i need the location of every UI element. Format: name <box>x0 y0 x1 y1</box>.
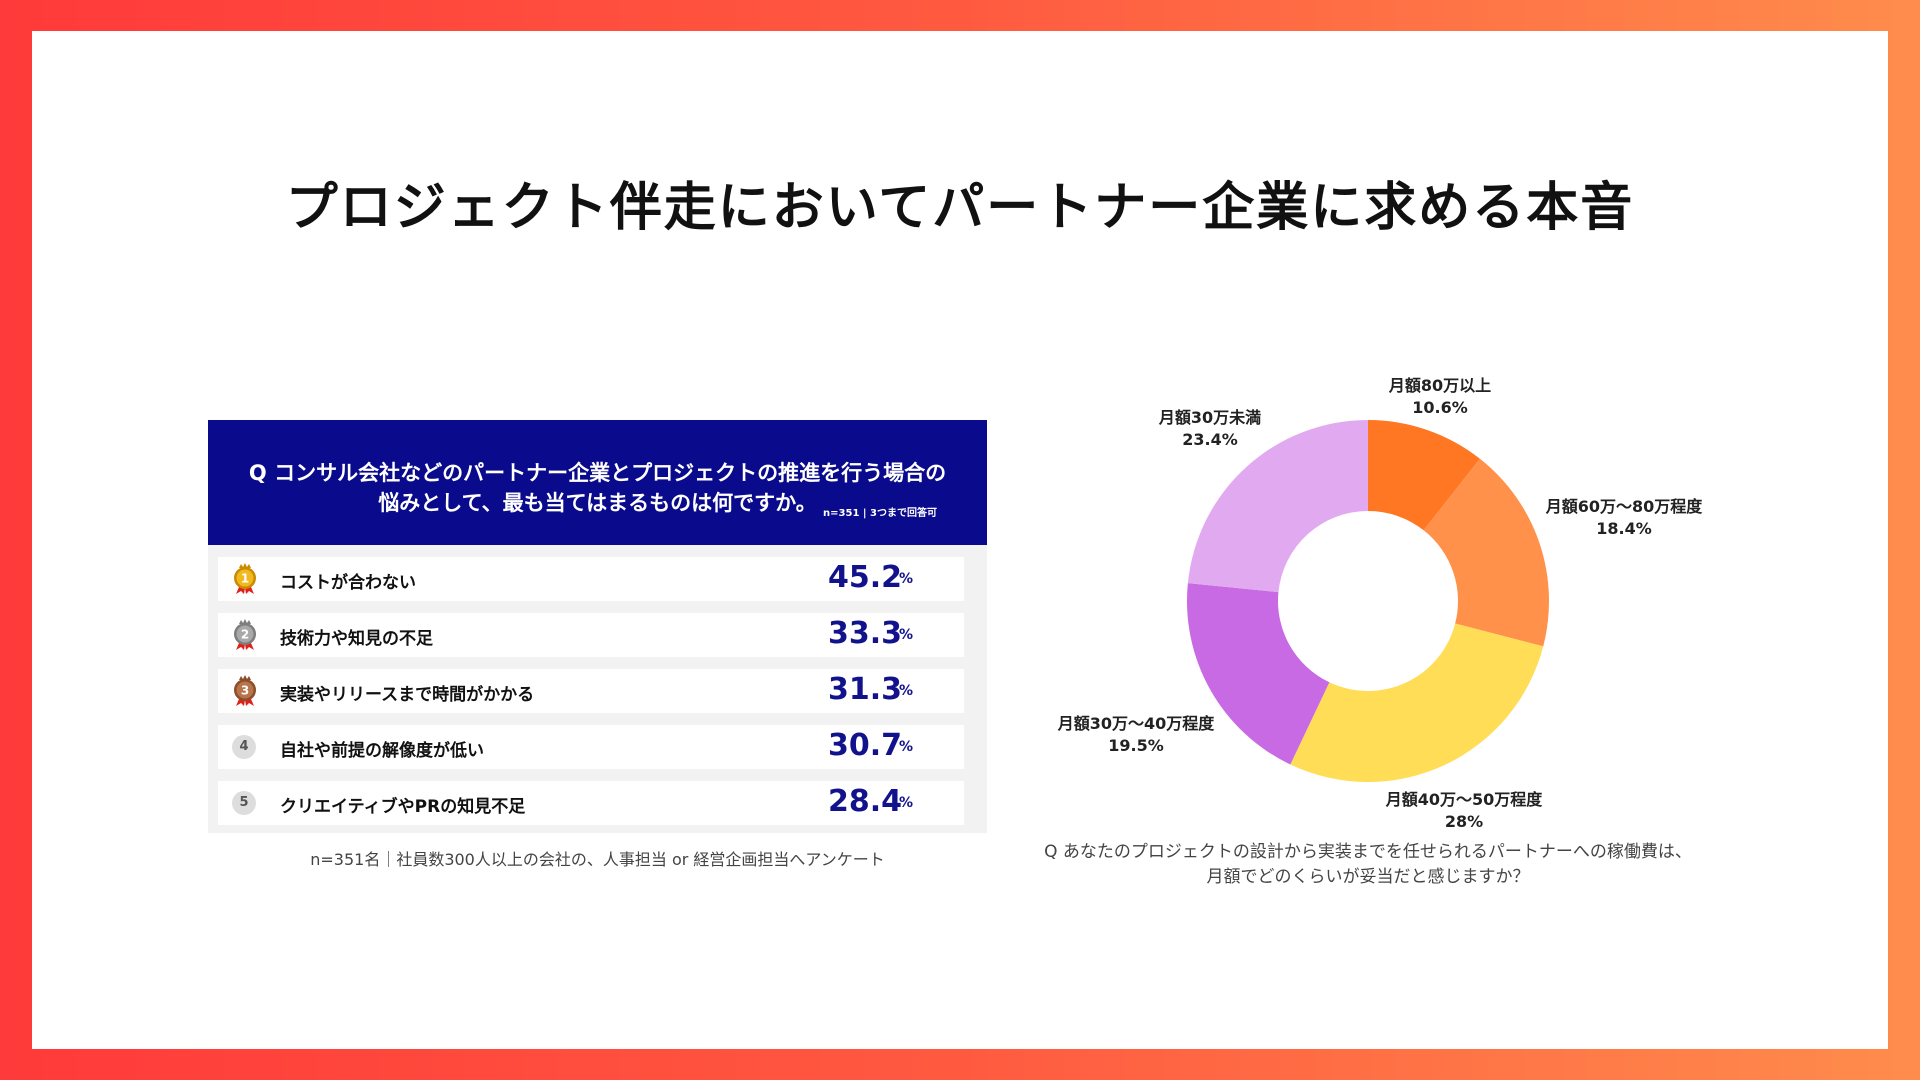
row-label: クリエイティブやPRの知見不足 <box>280 797 526 817</box>
slice-label-under-30: 月額30万未満 23.4% <box>1159 407 1261 451</box>
ranking-row: 2 技術力や知見の不足 33.3 % <box>218 613 964 657</box>
row-unit: % <box>899 739 914 755</box>
question-line-1: Q コンサル会社などのパートナー企業とプロジェクトの推進を行う場合の <box>248 461 947 485</box>
slice-category: 月額60万〜80万程度 <box>1545 497 1703 516</box>
slice-value: 19.5% <box>1108 736 1164 755</box>
slice-label-80-plus: 月額80万以上 10.6% <box>1389 375 1491 419</box>
ranking-list: 1 コストが合わない 45.2 % 2 技術力や知見の不足 33.3 % 3 実装やリ… <box>208 545 987 833</box>
caption-line-1: Q あなたのプロジェクトの設計から実装までを任せられるパートナーへの稼働費は、 <box>1044 842 1692 862</box>
silver-medal-icon: 2 <box>234 619 256 650</box>
row-unit: % <box>899 795 914 811</box>
rank-number: 1 <box>241 572 249 586</box>
slice-category: 月額30万未満 <box>1158 408 1262 427</box>
slice-80-plus <box>1368 420 1480 531</box>
question-note: n=351 | 3つまで回答可 <box>823 508 937 519</box>
question-line-2: 悩みとして、最も当てはまるものは何ですか。 <box>378 491 817 515</box>
rank-number: 3 <box>241 684 249 698</box>
row-label: コストが合わない <box>280 573 416 593</box>
ranking-row: 4 自社や前提の解像度が低い 30.7 % <box>218 725 964 769</box>
rank-number: 2 <box>241 628 249 642</box>
slice-under-30 <box>1187 420 1368 593</box>
row-unit: % <box>899 683 914 699</box>
ranking-row: 1 コストが合わない 45.2 % <box>218 557 964 601</box>
slice-value: 18.4% <box>1596 519 1652 538</box>
rank-badge: 5 <box>232 791 256 815</box>
slice-category: 月額30万〜40万程度 <box>1057 714 1215 733</box>
caption-line-2: 月額でどのくらいが妥当だと感じますか？ <box>1206 867 1530 887</box>
row-label: 実装やリリースまで時間がかかる <box>280 685 535 705</box>
slice-label-40-50: 月額40万〜50万程度 28% <box>1386 789 1543 833</box>
slice-category: 月額40万〜50万程度 <box>1385 790 1543 809</box>
slice-60-80 <box>1423 458 1549 647</box>
slice-value: 28% <box>1444 812 1484 831</box>
ranking-row: 5 クリエイティブやPRの知見不足 28.4 % <box>218 781 964 825</box>
slice-30-40 <box>1187 583 1330 765</box>
row-unit: % <box>899 571 914 587</box>
bronze-medal-icon: 3 <box>234 675 256 706</box>
row-label: 自社や前提の解像度が低い <box>280 741 484 761</box>
footnote: n=351名｜社員数300人以上の会社の、人事担当 or 経営企画担当へアンケー… <box>310 850 885 869</box>
page-title: プロジェクト伴走においてパートナー企業に求める本音 <box>285 178 1635 238</box>
rank-badge: 4 <box>232 735 256 759</box>
row-label: 技術力や知見の不足 <box>280 629 433 649</box>
chart-caption: Q あなたのプロジェクトの設計から実装までを任せられるパートナーへの稼働費は、 … <box>1018 840 1718 890</box>
slice-label-60-80: 月額60万〜80万程度 18.4% <box>1546 496 1703 540</box>
slice-category: 月額80万以上 <box>1388 376 1492 395</box>
slice-label-30-40: 月額30万〜40万程度 19.5% <box>1058 713 1215 757</box>
ranking-row: 3 実装やリリースまで時間がかかる 31.3 % <box>218 669 964 713</box>
row-unit: % <box>899 627 914 643</box>
slice-40-50 <box>1290 623 1544 782</box>
question-header: Q コンサル会社などのパートナー企業とプロジェクトの推進を行う場合の 悩みとして… <box>208 420 987 545</box>
row-value: 33.3 <box>828 616 903 651</box>
row-value: 28.4 <box>828 784 903 819</box>
slice-value: 23.4% <box>1182 430 1238 449</box>
row-value: 31.3 <box>828 672 903 707</box>
row-value: 30.7 <box>828 728 903 763</box>
row-value: 45.2 <box>828 560 903 595</box>
slice-value: 10.6% <box>1412 398 1468 417</box>
gold-medal-icon: 1 <box>234 563 256 594</box>
